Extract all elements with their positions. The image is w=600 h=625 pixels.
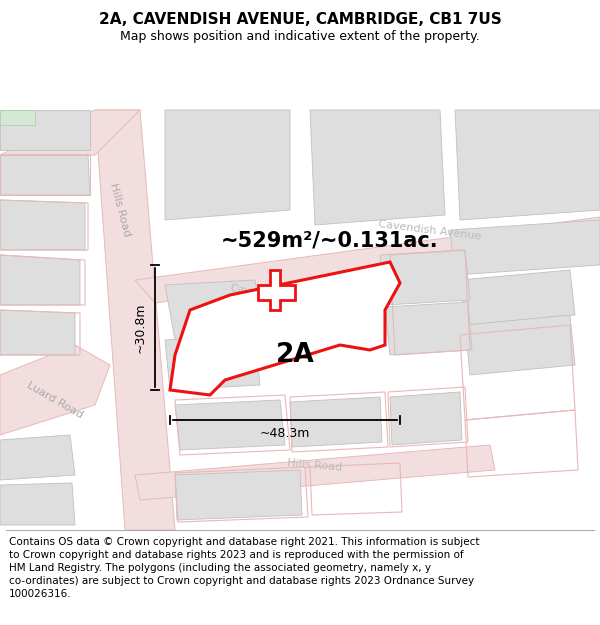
Text: Hills Road: Hills Road bbox=[287, 458, 343, 472]
Polygon shape bbox=[0, 435, 75, 480]
Text: Luard Road: Luard Road bbox=[25, 380, 85, 420]
Polygon shape bbox=[170, 262, 400, 395]
Text: 2A, CAVENDISH AVENUE, CAMBRIDGE, CB1 7US: 2A, CAVENDISH AVENUE, CAMBRIDGE, CB1 7US bbox=[98, 12, 502, 27]
Polygon shape bbox=[135, 217, 600, 303]
Polygon shape bbox=[165, 280, 265, 340]
Polygon shape bbox=[380, 250, 470, 305]
Text: Contains OS data © Crown copyright and database right 2021. This information is : Contains OS data © Crown copyright and d… bbox=[9, 537, 479, 599]
Polygon shape bbox=[465, 315, 575, 375]
Polygon shape bbox=[0, 310, 75, 355]
Polygon shape bbox=[290, 397, 382, 447]
Text: ~30.8m: ~30.8m bbox=[134, 302, 147, 352]
Text: Hills Road: Hills Road bbox=[108, 182, 132, 238]
Polygon shape bbox=[450, 220, 600, 275]
Polygon shape bbox=[0, 110, 35, 125]
Polygon shape bbox=[175, 400, 285, 450]
Polygon shape bbox=[0, 155, 90, 195]
Polygon shape bbox=[0, 110, 90, 150]
Text: Cavendish Av...: Cavendish Av... bbox=[230, 283, 310, 307]
Text: ~529m²/~0.131ac.: ~529m²/~0.131ac. bbox=[221, 230, 439, 250]
Polygon shape bbox=[460, 270, 575, 325]
Text: Map shows position and indicative extent of the property.: Map shows position and indicative extent… bbox=[120, 30, 480, 43]
Polygon shape bbox=[135, 445, 495, 500]
Polygon shape bbox=[0, 255, 80, 305]
Polygon shape bbox=[0, 483, 75, 525]
Polygon shape bbox=[95, 110, 175, 530]
Polygon shape bbox=[165, 110, 290, 220]
Polygon shape bbox=[175, 470, 302, 520]
Polygon shape bbox=[385, 302, 472, 355]
Polygon shape bbox=[0, 200, 85, 250]
Polygon shape bbox=[258, 270, 295, 310]
Polygon shape bbox=[310, 110, 445, 225]
Text: 2A: 2A bbox=[275, 342, 314, 368]
Text: Cavendish Avenue: Cavendish Avenue bbox=[378, 219, 482, 241]
Text: ~48.3m: ~48.3m bbox=[260, 427, 310, 440]
Polygon shape bbox=[0, 110, 140, 155]
Polygon shape bbox=[0, 345, 110, 435]
Polygon shape bbox=[390, 392, 462, 445]
Polygon shape bbox=[165, 335, 260, 390]
Polygon shape bbox=[455, 110, 600, 220]
